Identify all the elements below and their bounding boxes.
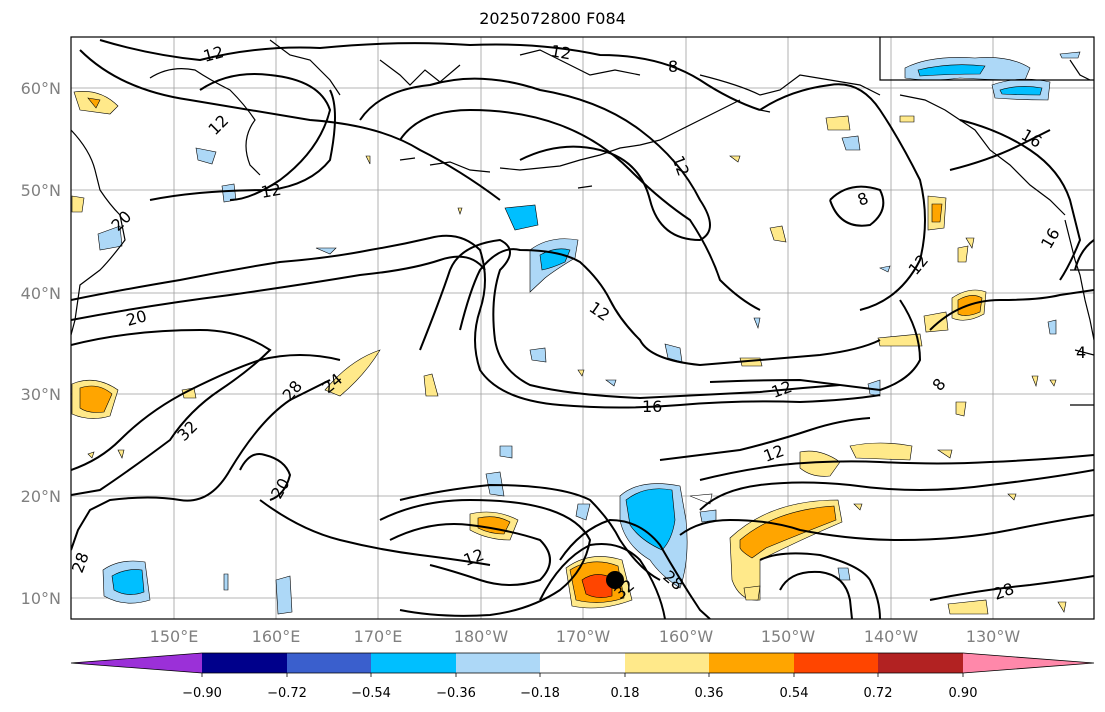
contour-label: 12	[259, 180, 282, 202]
colorbar-extend-min	[71, 653, 202, 673]
colorbar-segment	[540, 653, 625, 673]
colorbar-tick-labels: −0.90 −0.72 −0.54 −0.36 −0.18 0.18 0.36 …	[182, 686, 977, 701]
positive-shading	[71, 91, 1067, 615]
colorbar-segment	[625, 653, 709, 673]
lon-label: 150°W	[761, 627, 816, 646]
map-title: 2025072800 F084	[479, 9, 626, 28]
colorbar-tick-label: −0.18	[520, 686, 560, 701]
lon-label: 130°W	[966, 627, 1021, 646]
map-border	[70, 36, 1095, 620]
colorbar-tick-label: −0.90	[182, 686, 222, 701]
lat-label: 60°N	[21, 79, 61, 98]
lat-label: 50°N	[21, 181, 61, 200]
lon-label: 180°W	[454, 627, 509, 646]
contour-label: 16	[642, 397, 662, 416]
contour-label: 20	[124, 306, 149, 330]
colorbar-tick-label: −0.72	[267, 686, 307, 701]
lat-label: 20°N	[21, 487, 61, 506]
contour-label: 12	[549, 41, 572, 63]
colorbar-tick-label: 0.72	[864, 686, 893, 701]
lon-label: 160°W	[659, 627, 714, 646]
lon-label: 170°E	[354, 627, 403, 646]
contour-label: 8	[668, 57, 678, 76]
colorbar-segment	[202, 653, 287, 673]
lon-label: 170°W	[556, 627, 611, 646]
lon-label: 140°W	[864, 627, 919, 646]
storm-center-marker	[606, 571, 624, 589]
colorbar-extend-max	[963, 653, 1094, 673]
colorbar-tick-label: 0.36	[695, 686, 724, 701]
colorbar-segment	[709, 653, 794, 673]
colorbar-segment	[371, 653, 456, 673]
colorbar	[70, 652, 1095, 677]
lat-label: 10°N	[21, 589, 61, 608]
latitude-labels: 60°N 50°N 40°N 30°N 20°N 10°N	[21, 79, 61, 608]
contour-label: 4	[1076, 343, 1086, 362]
lon-label: 160°E	[252, 627, 301, 646]
colorbar-segment	[878, 653, 963, 673]
lat-label: 40°N	[21, 284, 61, 303]
lat-label: 30°N	[21, 385, 61, 404]
colorbar-tick-label: 0.90	[949, 686, 978, 701]
colorbar-segment	[794, 653, 878, 673]
map-area	[71, 37, 1094, 619]
height-contours	[71, 39, 1094, 619]
colorbar-tick-label: −0.36	[436, 686, 476, 701]
coastlines	[71, 37, 1094, 406]
longitude-labels: 150°E 160°E 170°E 180°W 170°W 160°W 150°…	[150, 627, 1021, 646]
colorbar-tick-label: −0.54	[351, 686, 391, 701]
colorbar-segment	[287, 653, 371, 673]
colorbar-tick-label: 0.54	[780, 686, 809, 701]
colorbar-segment	[456, 653, 540, 673]
lon-label: 150°E	[150, 627, 199, 646]
colorbar-tick-label: 0.18	[611, 686, 640, 701]
contour-label: 12	[201, 42, 226, 66]
